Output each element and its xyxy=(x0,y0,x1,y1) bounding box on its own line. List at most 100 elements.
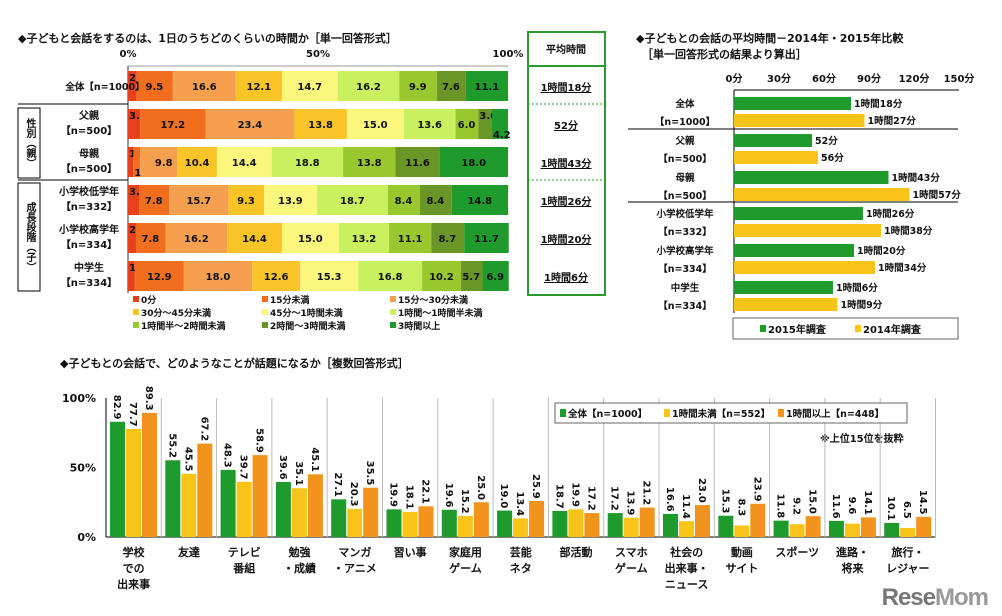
bar xyxy=(734,298,838,311)
legend-label: 1時間未満【n=552】 xyxy=(672,408,770,420)
bar xyxy=(828,520,844,537)
bar xyxy=(734,171,889,184)
category-label: スポーツ xyxy=(775,545,819,559)
data-label: 9.8 xyxy=(155,158,173,169)
legend-swatch xyxy=(560,409,566,417)
data-label: 14.4 xyxy=(242,234,267,245)
category-label: 番組 xyxy=(232,561,255,575)
data-label: 23.4 xyxy=(238,120,263,131)
legend-label: 1時間以上【n=448】 xyxy=(786,408,884,420)
data-label: 13.4 xyxy=(514,491,525,516)
data-label: 9.6 xyxy=(846,497,857,515)
bar xyxy=(916,516,932,537)
legend-label: 45分～1時間未満 xyxy=(270,307,343,319)
legend-label: 全体【n=1000】 xyxy=(567,408,647,420)
x-tick-label: 50% xyxy=(306,49,330,60)
data-label: 9.5 xyxy=(145,82,163,93)
bar xyxy=(734,244,854,257)
data-label: 11.4 xyxy=(680,494,691,519)
data-label: 23.0 xyxy=(696,478,707,503)
data-label: 8.3 xyxy=(735,498,746,516)
resemom-logo: ReseMom xyxy=(881,584,989,611)
bar xyxy=(734,97,851,110)
legend-swatch xyxy=(390,296,396,302)
category-label: ・アニメ xyxy=(333,562,377,575)
data-label: 3.2 xyxy=(129,111,147,122)
category-label: 【n=334】 xyxy=(658,263,712,275)
data-label: 18.0 xyxy=(206,272,231,283)
bar-segment xyxy=(281,71,338,101)
average-value: 1時間18分 xyxy=(541,81,592,94)
data-label: 18.0 xyxy=(461,158,486,169)
data-label: 9.3 xyxy=(237,196,255,207)
data-label: 27.1 xyxy=(332,472,343,497)
bar xyxy=(473,502,489,537)
y-tick-label: 0% xyxy=(77,531,96,544)
bar-segment xyxy=(128,71,137,101)
bar-segment xyxy=(358,261,423,291)
bar-segment xyxy=(139,185,170,215)
category-label: 父親 xyxy=(674,135,695,147)
category-label: 【n=500】 xyxy=(658,190,712,202)
bar xyxy=(734,224,881,237)
bar xyxy=(291,488,307,537)
bar-segment xyxy=(439,147,508,177)
data-label: 11.6 xyxy=(405,158,430,169)
bar xyxy=(197,443,213,537)
bar xyxy=(181,473,197,537)
data-label: 67.2 xyxy=(198,417,209,442)
data-label: 56分 xyxy=(821,152,844,164)
data-label: 7.6 xyxy=(442,82,460,93)
bar xyxy=(110,421,125,537)
data-label: 14.5 xyxy=(917,490,928,515)
bar-segment xyxy=(227,223,282,253)
data-label: 18.7 xyxy=(553,484,564,509)
category-label: 旅行・ xyxy=(891,545,924,559)
average-value: 1時間6分 xyxy=(544,271,588,284)
bar-segment xyxy=(343,147,396,177)
category-label: ネタ xyxy=(510,562,532,575)
legend-swatch xyxy=(390,309,396,315)
bar-segment xyxy=(387,185,420,215)
bar-segment xyxy=(140,147,178,177)
data-label: 11.6 xyxy=(830,494,841,519)
data-label: 14.1 xyxy=(862,490,873,515)
data-label: 17.2 xyxy=(160,120,185,131)
bar xyxy=(386,509,402,537)
category-label: ・成績 xyxy=(283,561,316,575)
legend-swatch xyxy=(760,325,766,332)
bar-segment xyxy=(422,261,461,291)
chart1-title: ◆子どもと会話をするのは、1日のうちどのくらいの時間か［単一回答形式］ xyxy=(18,32,397,45)
legend-swatch xyxy=(133,296,139,302)
bar-segment xyxy=(431,223,465,253)
data-label: 1時間27分 xyxy=(868,115,917,127)
data-label: 4.2 xyxy=(493,130,511,141)
bar-segment xyxy=(128,261,135,291)
data-label: 89.3 xyxy=(143,386,154,411)
bar-segment xyxy=(205,109,295,139)
category-label: 【n=1000】 xyxy=(655,116,715,128)
data-label: 13.9 xyxy=(278,196,303,207)
data-label: 1時間26分 xyxy=(866,208,915,220)
bar xyxy=(165,460,181,537)
category-label-lower-elementary: 小学校低学年【n=332】 xyxy=(59,187,119,213)
x-tick-label: 100% xyxy=(493,49,524,60)
category-label: スマホ xyxy=(615,546,648,559)
bar xyxy=(773,520,789,537)
legend-swatch xyxy=(664,409,670,417)
bar-segment xyxy=(389,223,432,253)
chart3-title: ◆子どもとの会話で、どのようなことが話題になるか［複数回答形式］ xyxy=(60,357,409,370)
legend-swatch xyxy=(133,322,139,328)
bar-segment xyxy=(128,147,134,177)
data-label: 1時間20分 xyxy=(857,245,906,257)
data-label: 8.7 xyxy=(438,234,456,245)
bar-segment xyxy=(140,109,206,139)
data-label: 3.0 xyxy=(129,187,147,198)
bar xyxy=(529,500,545,537)
bar xyxy=(441,509,457,537)
bar xyxy=(497,510,513,537)
bar xyxy=(402,511,418,537)
y-tick-label: 50% xyxy=(70,462,96,475)
legend-label: 3時間以上 xyxy=(398,320,440,332)
group-label-parent: 性別（親） xyxy=(24,118,35,168)
